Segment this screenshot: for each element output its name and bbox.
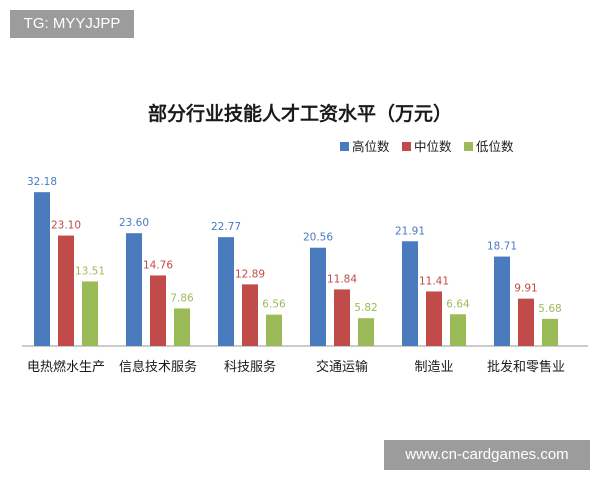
bar-low xyxy=(82,281,98,346)
legend-label: 中位数 xyxy=(414,139,452,154)
bars-group xyxy=(34,192,558,346)
category-label: 信息技术服务 xyxy=(119,359,197,375)
bar-high xyxy=(126,233,142,346)
legend-swatch xyxy=(340,142,349,151)
bar-mid xyxy=(242,284,258,346)
legend-swatch xyxy=(402,142,411,151)
bar-value-label: 22.77 xyxy=(211,221,241,233)
bar-value-label: 23.10 xyxy=(51,220,81,232)
legend-label: 低位数 xyxy=(476,139,514,154)
legend: 高位数 中位数 低位数 xyxy=(340,139,514,154)
bar-value-label: 5.82 xyxy=(354,302,377,314)
bar-value-label: 32.18 xyxy=(27,176,57,188)
chart-title: 部分行业技能人才工资水平（万元） xyxy=(148,102,452,125)
bar-value-label: 11.84 xyxy=(327,273,357,285)
legend-label: 高位数 xyxy=(352,139,390,154)
bar-value-label: 6.56 xyxy=(262,299,286,311)
bar-value-label: 12.89 xyxy=(235,268,265,280)
watermark-bottom-right: www.cn-cardgames.com xyxy=(384,440,590,470)
category-label: 电热燃水生产 xyxy=(27,359,105,375)
bar-low xyxy=(174,308,190,346)
bar-mid xyxy=(518,298,534,346)
bar-mid xyxy=(58,235,74,346)
bar-high xyxy=(34,192,50,346)
value-labels-group: 32.18 23.10 13.51 23.60 14.76 7.86 22.77 12.89 6… xyxy=(27,176,562,315)
watermark-top-left: TG: MYYJJPP xyxy=(10,10,134,38)
bar-value-label: 6.64 xyxy=(446,298,470,310)
bar-low xyxy=(542,318,558,346)
bar-low xyxy=(450,314,466,346)
bar-value-label: 18.71 xyxy=(487,241,517,253)
bar-value-label: 20.56 xyxy=(303,232,333,244)
bar-mid xyxy=(334,289,350,346)
bar-value-label: 7.86 xyxy=(170,292,194,304)
bar-value-label: 11.41 xyxy=(419,275,449,287)
bar-value-label: 21.91 xyxy=(395,225,425,237)
category-label: 科技服务 xyxy=(224,359,276,375)
bar-low xyxy=(358,318,374,346)
legend-swatch xyxy=(464,142,473,151)
bar-high xyxy=(310,247,326,346)
bar-value-label: 14.76 xyxy=(143,259,173,271)
bar-value-label: 9.91 xyxy=(514,283,537,295)
bar-low xyxy=(266,314,282,346)
category-labels-group: 电热燃水生产 信息技术服务 科技服务 交通运输 制造业 批发和零售业 xyxy=(27,359,565,375)
category-label: 制造业 xyxy=(414,360,453,375)
category-label: 交通运输 xyxy=(316,359,368,375)
bar-value-label: 5.68 xyxy=(538,303,561,315)
bar-high xyxy=(402,241,418,346)
chart-background xyxy=(8,8,592,472)
bar-high xyxy=(218,237,234,346)
category-label: 批发和零售业 xyxy=(487,359,565,375)
bar-value-label: 13.51 xyxy=(75,265,105,277)
bar-high xyxy=(494,256,510,346)
bar-mid xyxy=(150,275,166,346)
bar-value-label: 23.60 xyxy=(119,217,149,229)
bar-mid xyxy=(426,291,442,346)
